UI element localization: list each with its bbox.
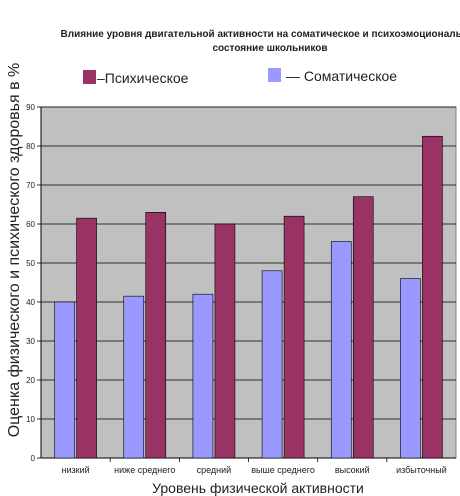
bar-somatic: [192, 293, 214, 459]
x-axis-label: Уровень физической активности: [152, 480, 364, 496]
x-tick-label: избыточный: [396, 465, 447, 475]
bar-psychic: [76, 217, 97, 459]
y-tick-label: 30: [26, 337, 35, 346]
y-axis-label: Оценка физического и психического здоров…: [6, 63, 23, 438]
chart-title-line2: состояние школьников: [212, 43, 327, 54]
y-tick-label: 60: [26, 220, 35, 229]
chart-title-line1: Влияние уровня двигательной активности н…: [61, 29, 460, 40]
legend-label-psychic: –Психическое: [97, 70, 189, 86]
y-tick-label: 10: [26, 415, 35, 424]
legend: –Психическое — Соматическое: [83, 68, 397, 86]
y-tick-label: 70: [26, 181, 35, 190]
bar-somatic: [400, 278, 421, 459]
x-tick-label: ниже среднего: [114, 465, 175, 475]
y-tick-label: 80: [26, 142, 35, 151]
bar-psychic: [145, 212, 167, 459]
bar-somatic: [261, 270, 283, 459]
x-tick-label: высокий: [335, 465, 370, 475]
bar-somatic: [123, 295, 145, 459]
x-tick-label: выше среднего: [251, 465, 315, 475]
x-tick-label: средний: [197, 465, 232, 475]
bar-psychic: [283, 215, 305, 459]
y-tick-label: 0: [31, 454, 36, 463]
bar-somatic: [54, 301, 75, 459]
plot-background: [40, 106, 457, 459]
y-tick-label: 90: [26, 103, 35, 112]
y-tick-label: 50: [26, 259, 35, 268]
legend-swatch-psychic: [83, 70, 96, 84]
x-tick-label: низкий: [62, 465, 90, 475]
legend-label-somatic: — Соматическое: [286, 68, 397, 84]
legend-swatch-somatic: [268, 68, 281, 82]
bar-psychic: [214, 223, 236, 459]
bar-somatic: [330, 241, 352, 459]
bar-psychic: [352, 196, 374, 459]
y-tick-label: 20: [26, 376, 35, 385]
y-tick-label: 40: [26, 298, 35, 307]
plot-area: 0 10 20 30 40 50 60 70 80 90 низкий ниже среднего ср…: [26, 103, 457, 475]
bar-psychic: [422, 135, 443, 459]
